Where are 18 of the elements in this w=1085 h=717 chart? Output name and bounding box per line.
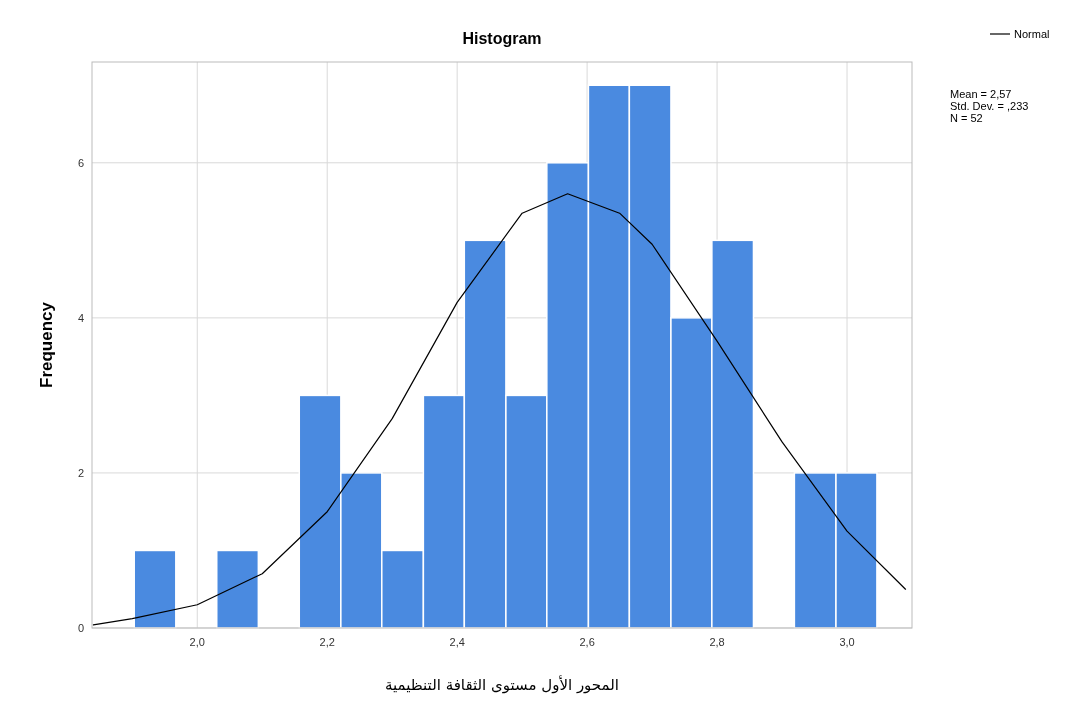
text: N = 52 (950, 112, 983, 124)
chart-title: Histogram (462, 30, 542, 47)
text: Mean = 2,57 (950, 88, 1012, 100)
x-tick-label: 3,0 (839, 636, 855, 648)
x-tick-label: 2,0 (189, 636, 205, 648)
y-tick-label: 6 (77, 156, 84, 169)
text: Std. Dev. = ,233 (950, 100, 1029, 112)
x-tick-label: 2,8 (709, 636, 725, 648)
x-tick-label: 2,2 (319, 636, 335, 648)
x-tick-label: 2,4 (449, 636, 465, 648)
x-tick-label: 2,6 (579, 636, 595, 648)
x-axis-title: المحور الأول مستوى الثقافة التنظيمية (385, 675, 619, 694)
y-tick-label: 2 (77, 466, 84, 479)
line-series (92, 193, 907, 626)
y-tick-label: 0 (77, 622, 84, 634)
legend-label: Normal (1014, 28, 1050, 40)
y-tick-label: 4 (77, 311, 84, 324)
y-axis-title: Frequency (37, 301, 56, 388)
